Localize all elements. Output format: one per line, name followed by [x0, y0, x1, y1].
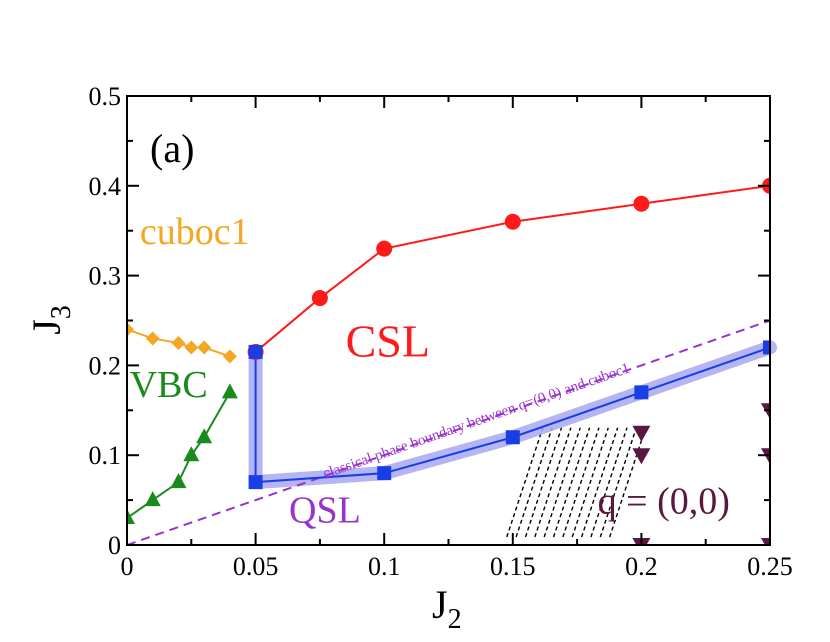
point-qsl-1	[248, 475, 263, 490]
point-cuboc1-3	[184, 340, 199, 355]
qsl-label: QSL	[289, 490, 361, 532]
y-tick-label: 0.4	[89, 172, 122, 201]
point-cuboc1-0	[127, 322, 134, 337]
hatch-line	[552, 427, 591, 538]
point-qsl-5	[763, 340, 770, 355]
x-tick-label: 0.1	[368, 552, 401, 581]
y-tick-label: 0.5	[89, 82, 122, 111]
hatch-line	[524, 427, 563, 538]
point-q-0-0-1	[632, 448, 651, 465]
point-cuboc1-2	[171, 335, 186, 350]
hatch-line	[562, 427, 600, 538]
x-axis-title-main: J	[432, 582, 448, 627]
series-line-vbc	[126, 391, 231, 519]
point-qsl-3	[505, 430, 520, 445]
x-tick-label: 0	[121, 552, 134, 581]
panel-label: (a)	[150, 126, 194, 171]
y-axis-title: J3	[24, 305, 77, 335]
point-vbc-5	[221, 383, 238, 399]
marker-clip-group	[127, 177, 770, 545]
point-cuboc1-1	[145, 331, 160, 346]
x-tick-label: 0.2	[625, 552, 658, 581]
point-vbc-3	[183, 446, 200, 462]
y-axis-title-main: J	[24, 319, 69, 335]
y-tick-label: 0.2	[89, 351, 122, 380]
x-axis-title-sub: 2	[448, 604, 462, 635]
point-csl-3	[504, 213, 521, 230]
series-line-csl	[254, 184, 771, 353]
point-csl-4	[633, 195, 650, 212]
q00-label: q = (0,0)	[598, 481, 730, 523]
hatch-line	[543, 427, 581, 538]
series-markers	[127, 177, 770, 545]
y-tick-label: 0.3	[89, 262, 122, 291]
y-tick-label: 0	[108, 531, 121, 560]
hatch-line	[534, 427, 572, 538]
x-tick-label: 0.25	[747, 552, 793, 581]
point-vbc-1	[144, 491, 161, 507]
point-qsl-0	[248, 344, 263, 359]
hatch-line	[515, 427, 553, 538]
series-line-qsl	[254, 346, 771, 484]
point-cuboc1-4	[197, 340, 212, 355]
y-axis-title-sub: 3	[46, 305, 77, 319]
hatch-line	[609, 427, 647, 538]
plot-frame	[126, 95, 771, 546]
hatch-line	[599, 427, 637, 538]
point-vbc-2	[170, 473, 187, 489]
point-qsl-2	[377, 466, 392, 481]
point-cuboc1-5	[222, 349, 237, 364]
hatch-line	[590, 427, 628, 538]
hatched-region	[506, 427, 647, 538]
point-csl-1	[311, 290, 328, 307]
cuboc1-label: cuboc1	[140, 211, 250, 253]
hatch-line	[571, 427, 609, 538]
x-tick-label: 0.15	[490, 552, 536, 581]
point-csl-2	[376, 240, 393, 257]
axis-ticks: 0 0.05 0.1 0.15 0.2 0.25 0 0.1 0.2 0.3 0.4 0.5	[89, 82, 793, 581]
x-tick-label: 0.05	[233, 552, 279, 581]
point-vbc-4	[196, 428, 213, 444]
hatch-line	[580, 427, 619, 538]
csl-label: CSL	[346, 315, 430, 366]
point-qsl-4	[634, 385, 649, 400]
point-q-0-0-0	[632, 425, 651, 442]
point-vbc-0	[127, 509, 135, 525]
point-q-0-0-5	[761, 538, 770, 545]
x-axis-title: J2	[432, 582, 462, 635]
y-tick-label: 0.1	[89, 441, 122, 470]
vbc-label: VBC	[130, 364, 208, 406]
classical-boundary-label: classical phase boundary between q=(0,0)…	[321, 360, 632, 482]
classical-boundary-line	[126, 319, 771, 546]
hatch-line	[506, 427, 544, 538]
